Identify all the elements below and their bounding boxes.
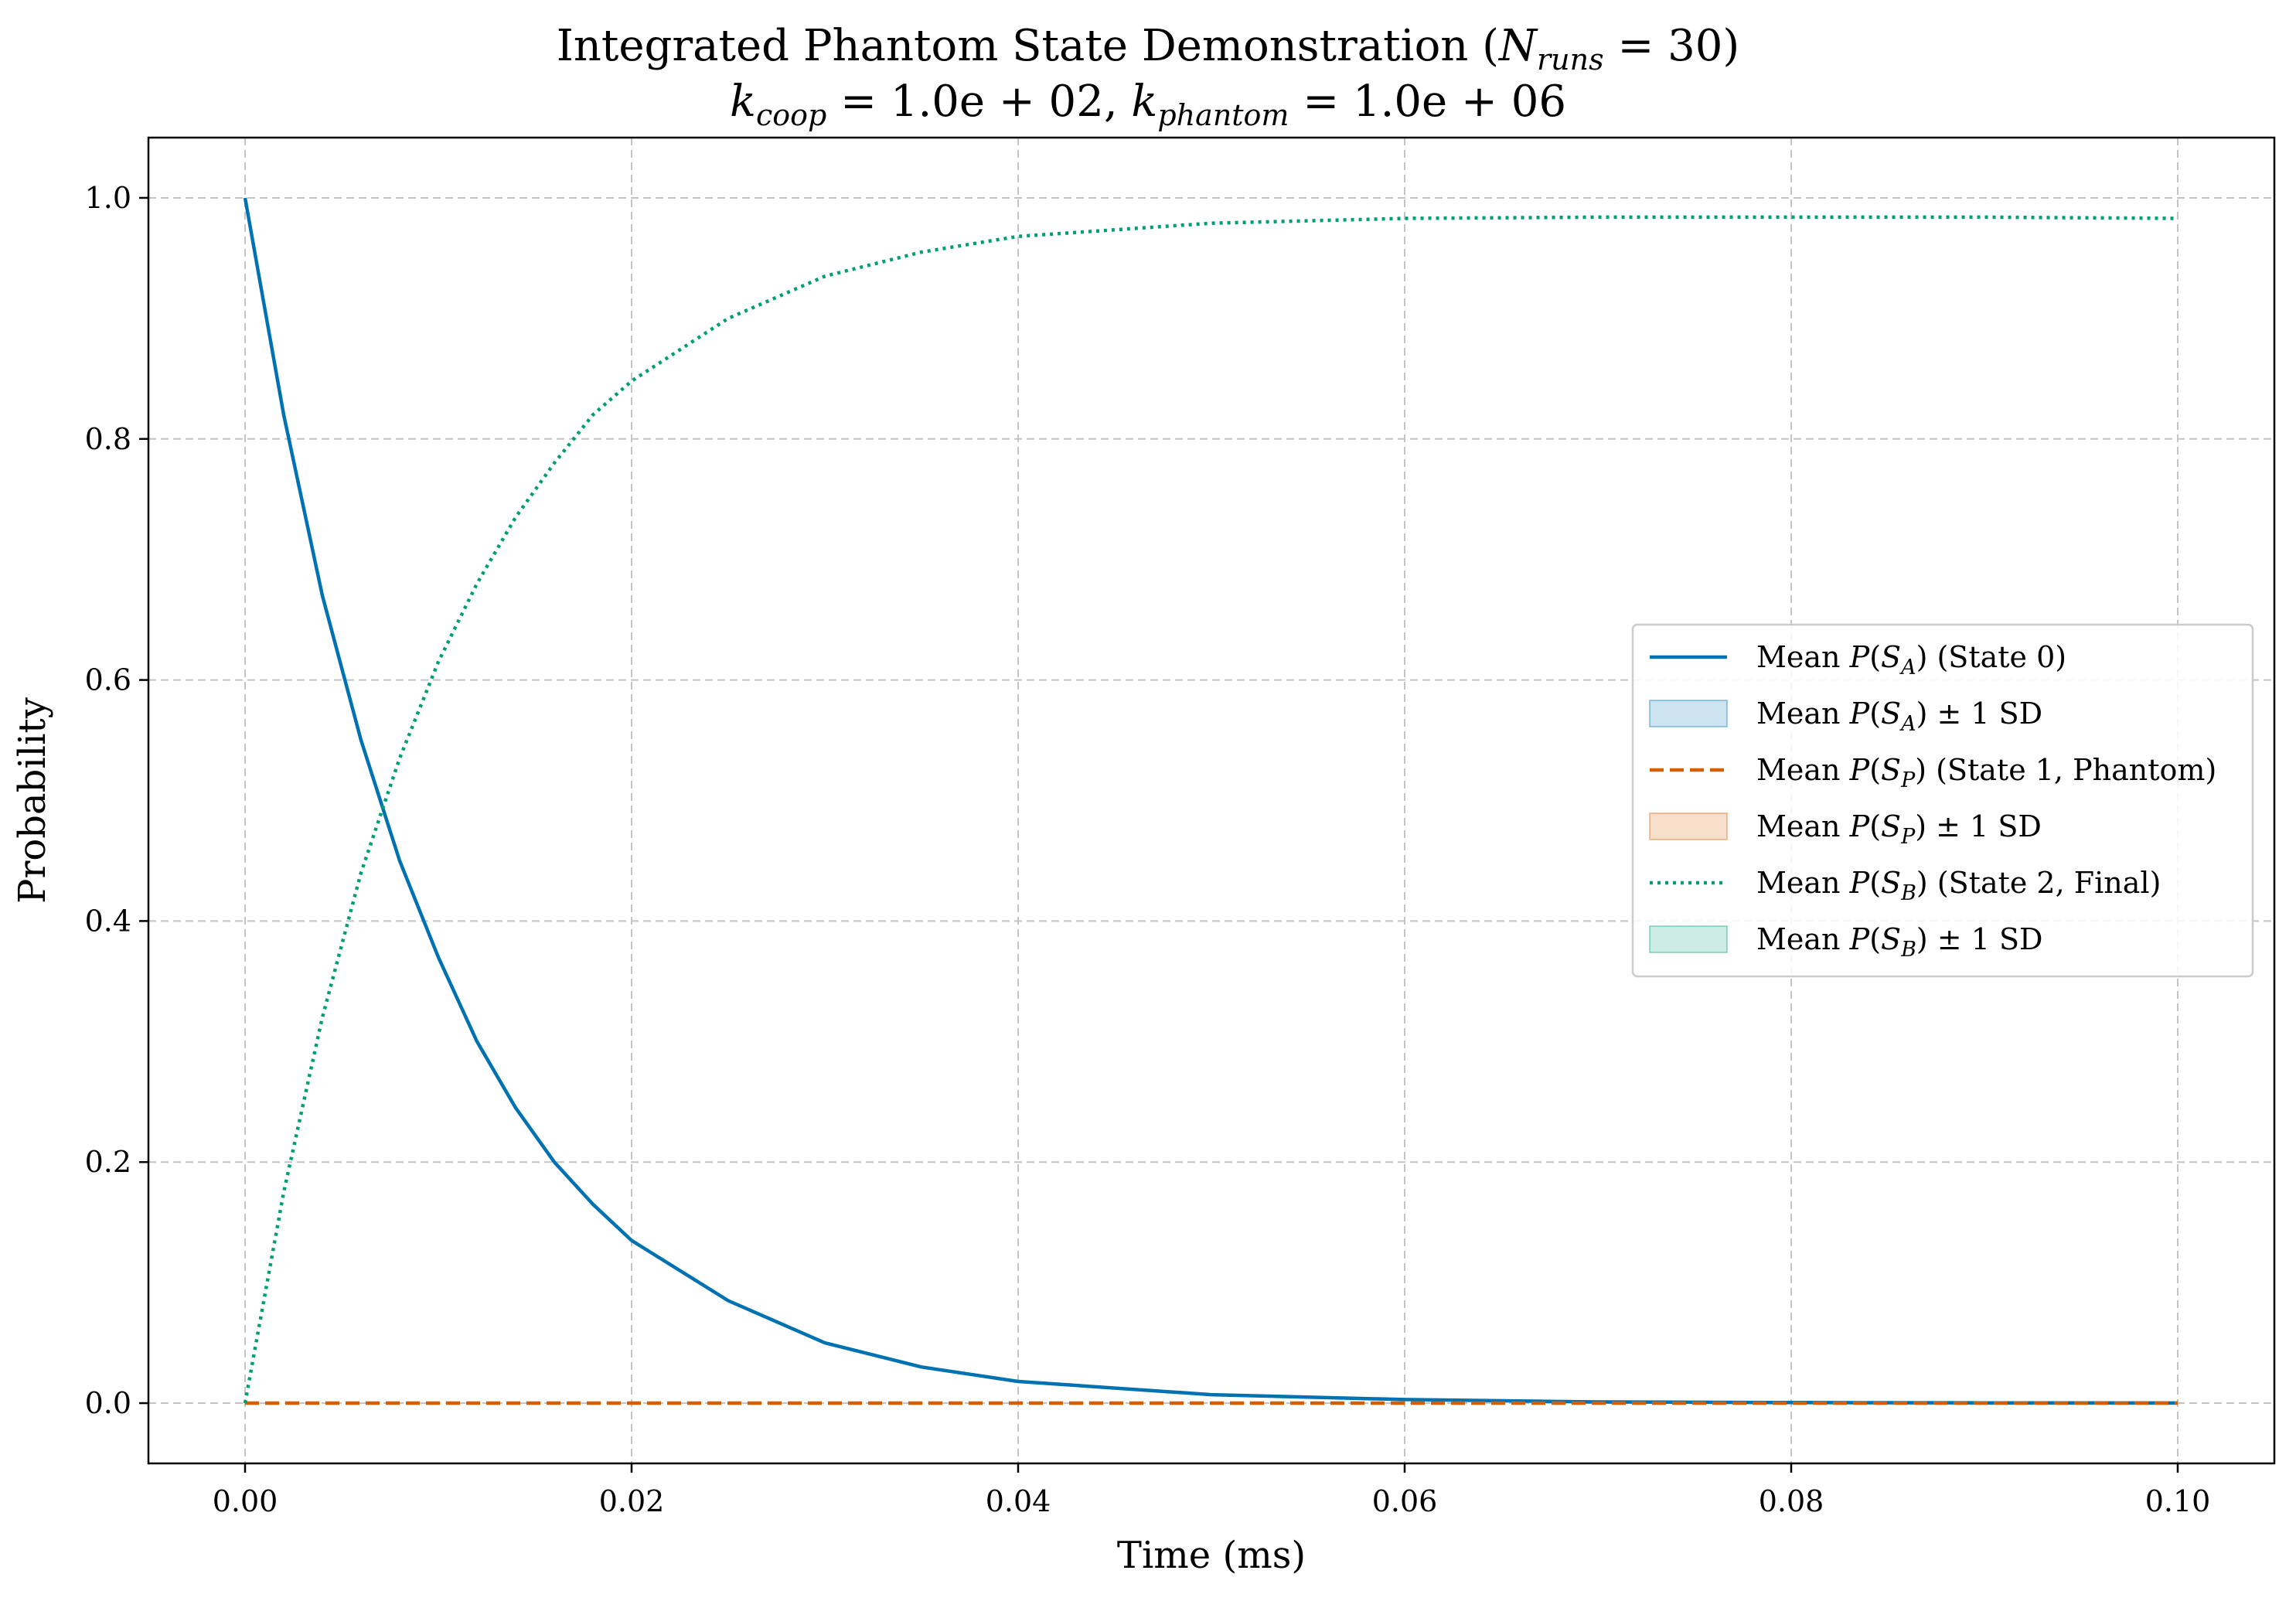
x-tick-label-4: 0.08 (1759, 1484, 1824, 1518)
legend-entry-2: Mean P(SP) (State 1, Phantom) (1756, 753, 2216, 792)
y-tick-label-2: 0.4 (85, 904, 131, 938)
x-tick-label-3: 0.06 (1372, 1484, 1438, 1518)
y-tick-label-3: 0.6 (85, 663, 131, 697)
legend-swatch-5 (1649, 925, 1728, 953)
legend-entry-0: Mean P(SA) (State 0) (1756, 640, 2066, 680)
x-tick-label-0: 0.00 (213, 1484, 278, 1518)
chart-title: Integrated Phantom State Demonstration (… (557, 21, 1740, 132)
title-line-2: kcoop = 1.0e + 02, kphantom = 1.0e + 06 (730, 77, 1566, 132)
x-axis-ticks: 0.00 0.02 0.04 0.06 0.08 0.10 (213, 1463, 2211, 1518)
legend-swatch-3 (1649, 812, 1728, 840)
x-tick-label-1: 0.02 (599, 1484, 665, 1518)
x-tick-label-5: 0.10 (2145, 1484, 2211, 1518)
legend-entry-3: Mean P(SP) ± 1 SD (1756, 809, 2042, 849)
series-line-0 (243, 197, 2178, 1405)
legend-entry-5: Mean P(SB) ± 1 SD (1756, 922, 2042, 962)
y-tick-label-5: 1.0 (85, 181, 131, 215)
x-tick-label-2: 0.04 (986, 1484, 1051, 1518)
legend-swatch-1 (1649, 700, 1728, 727)
y-axis-ticks: 0.0 0.2 0.4 0.6 0.8 1.0 (85, 181, 148, 1420)
x-axis-label: Time (ms) (1117, 1534, 1306, 1577)
series-lines (243, 197, 2178, 1405)
plot-frame (147, 136, 2276, 1465)
legend-entry-1: Mean P(SA) ± 1 SD (1756, 697, 2042, 736)
legend: Mean P(SA) (State 0) Mean P(SA) ± 1 SD Mea… (1631, 623, 2254, 978)
y-tick-label-1: 0.2 (85, 1145, 131, 1179)
legend-entry-4: Mean P(SB) (State 2, Final) (1756, 866, 2161, 905)
legend-box (1631, 623, 2254, 978)
y-tick-label-0: 0.0 (85, 1386, 131, 1420)
title-line-1: Integrated Phantom State Demonstration (… (557, 21, 1740, 77)
y-axis-label: Probability (11, 697, 54, 904)
y-tick-label-4: 0.8 (85, 422, 131, 456)
